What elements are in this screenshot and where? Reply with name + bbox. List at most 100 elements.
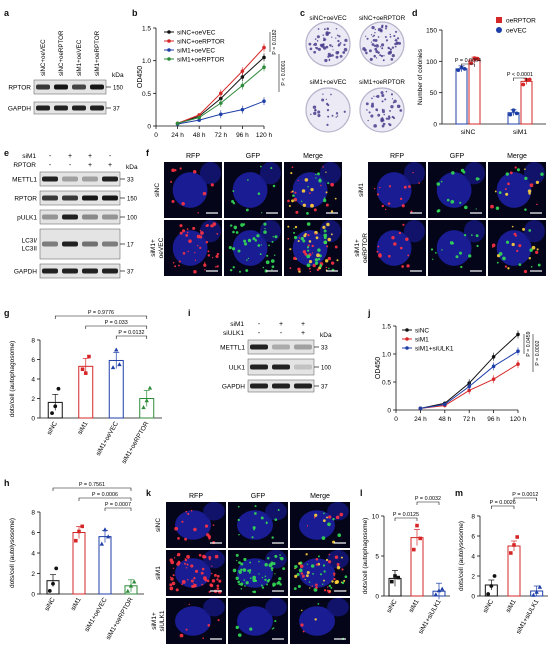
puncta [300,609,303,612]
nucleus [175,606,211,636]
puncta [216,233,219,235]
puncta [192,170,197,174]
legend-marker [405,328,409,332]
puncta [306,254,311,259]
colony [387,51,392,55]
y-tick-label: 1.0 [142,58,151,65]
colony-dishes-c: siNC+oeVEC siNC+oeRPTOR siM1+oeVEC siM1+oeR… [305,15,406,133]
puncta [235,553,239,557]
kda-marker: 33 [127,178,134,184]
category-label: siNC [44,596,57,612]
colony [381,100,384,103]
x-tick-label: 72 h [214,132,227,139]
blot-band [272,344,290,350]
colony [388,47,391,50]
treatment-label: siULK1 [223,330,244,337]
puncta [432,258,434,260]
puncta [327,256,331,261]
puncta [332,572,336,575]
puncta [528,257,531,260]
colony [380,118,384,123]
puncta [323,197,326,200]
colony [383,109,385,111]
puncta [179,224,183,228]
data-point [509,551,513,555]
puncta [325,558,329,562]
puncta [505,192,509,196]
puncta [315,173,317,176]
kda-marker: 150 [127,197,138,203]
puncta [272,236,274,238]
panel-label-e: e [4,148,10,158]
puncta [232,266,235,269]
data-point [80,367,85,372]
treatment-sign: - [49,162,52,169]
puncta [450,199,455,204]
puncta [240,588,243,590]
puncta [491,243,496,248]
puncta [237,580,241,584]
puncta [516,168,520,172]
puncta [463,233,467,237]
puncta [333,574,336,577]
colony [389,35,392,38]
puncta [323,579,325,582]
band-label: METTL1 [12,177,37,184]
data-point [527,77,532,82]
kda-label: kDa [320,332,332,339]
data-point [262,65,266,69]
puncta [177,536,180,540]
blot-band [36,105,50,111]
puncta [293,227,295,229]
puncta [216,265,219,268]
y-tick-label: 6 [471,534,475,541]
puncta [333,577,336,581]
legend-label: oeRPTOR [506,18,536,25]
puncta [391,235,395,240]
puncta [237,633,242,637]
puncta [531,245,536,250]
puncta [373,188,376,190]
puncta [511,242,515,247]
blot-band [82,176,98,182]
blot-band [82,241,98,247]
legend-label: siM1+oeRPTOR [177,57,225,64]
puncta [237,249,241,253]
colony [381,108,384,111]
data-point [175,121,180,126]
puncta [177,561,181,565]
colony [336,115,339,117]
colony [326,27,330,31]
puncta [518,244,522,248]
puncta [470,234,473,236]
data-point [512,543,516,547]
puncta [303,234,307,238]
colony [395,38,397,41]
puncta [340,556,343,559]
puncta [199,229,202,232]
data-point [50,411,54,416]
blot-band [62,241,78,247]
blot-band [272,383,290,389]
row-label: siULK1 [159,610,166,631]
puncta [314,232,317,235]
puncta [434,251,437,254]
puncta [514,234,517,237]
p-value: P = 0.0132 [118,330,144,336]
puncta [323,233,328,238]
puncta [185,510,188,513]
colony [331,36,333,38]
significance-bracket [461,63,475,67]
colony [370,34,373,36]
puncta [173,557,176,559]
puncta [169,583,173,587]
puncta [232,230,235,234]
data-point [459,65,464,70]
blot-band [62,195,78,201]
western-blot-a: siNC+oeVEC siNC+oeRPTOR siM1+oeVEC siM1+oeR… [8,30,124,115]
legend-marker [167,57,171,61]
puncta [315,563,319,566]
puncta [399,197,403,201]
puncta [289,248,292,251]
significance-bracket [491,505,515,509]
